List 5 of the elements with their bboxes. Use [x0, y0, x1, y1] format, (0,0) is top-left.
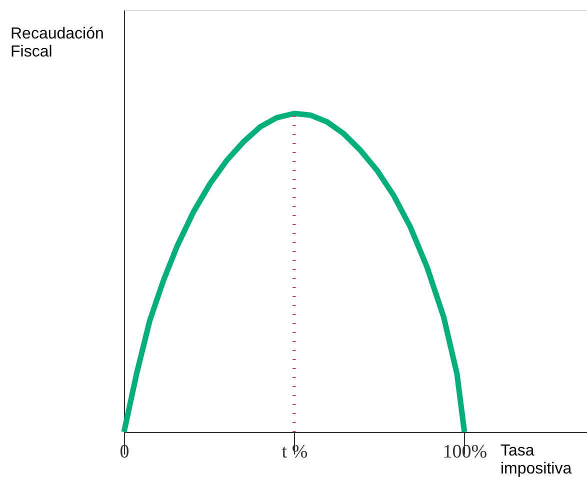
y-axis-title: Recaudación Fiscal	[10, 26, 104, 60]
x-tick-label: 100%	[442, 442, 488, 462]
x-tick-label: 0	[120, 442, 130, 462]
x-axis-title: Tasa impositiva	[500, 442, 572, 477]
x-tick-label: t %	[282, 442, 308, 462]
